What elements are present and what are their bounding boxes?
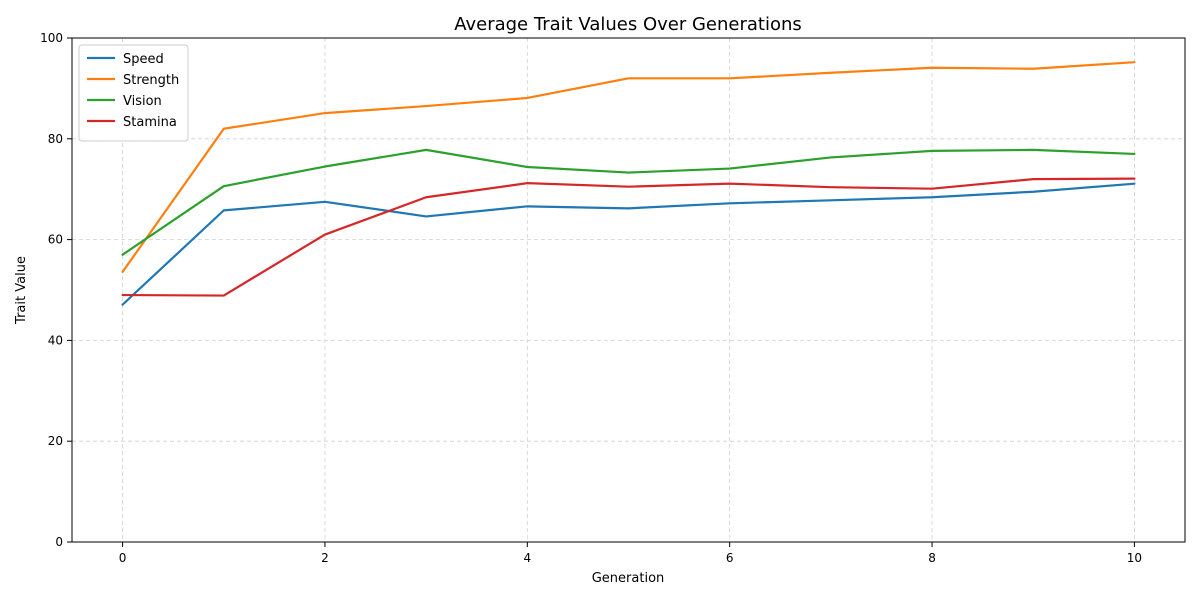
- x-tick-label: 0: [119, 551, 127, 565]
- legend-label-vision: Vision: [123, 94, 162, 109]
- grid-layer: [72, 37, 1185, 543]
- series-layer: [121, 61, 1136, 306]
- y-tick-label: 60: [48, 233, 63, 247]
- plot-frame: [71, 37, 1186, 543]
- x-tick-label: 10: [1127, 551, 1142, 565]
- y-axis-label: Trait Value: [14, 256, 29, 325]
- x-tick-label: 6: [726, 551, 734, 565]
- y-tick-label: 100: [40, 31, 63, 45]
- series-line-speed: [121, 182, 1136, 306]
- y-tick-label: 80: [48, 132, 63, 146]
- legend: Speed Strength Vision Stamina: [78, 44, 189, 142]
- legend-box: [78, 44, 189, 142]
- x-axis-label: Generation: [592, 571, 665, 586]
- series-line-stamina: [121, 177, 1136, 297]
- series-line-strength: [121, 61, 1136, 273]
- y-tick-label: 40: [48, 333, 63, 347]
- series-line-vision: [121, 148, 1136, 256]
- legend-label-speed: Speed: [123, 52, 164, 67]
- y-tick-label: 0: [55, 535, 63, 549]
- x-tick-label: 2: [321, 551, 329, 565]
- x-tick-label: 4: [523, 551, 531, 565]
- y-tick-label: 20: [48, 434, 63, 448]
- chart-title: Average Trait Values Over Generations: [454, 14, 802, 35]
- x-tick-label: 8: [928, 551, 936, 565]
- legend-label-stamina: Stamina: [123, 115, 177, 130]
- legend-label-strength: Strength: [123, 73, 179, 88]
